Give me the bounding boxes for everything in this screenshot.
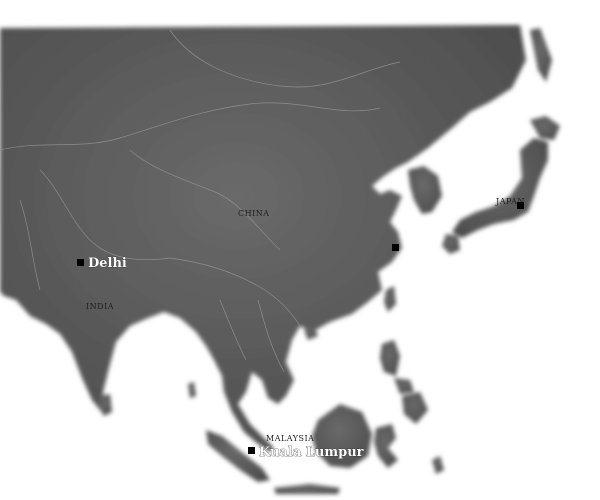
city-label-kuala-lumpur: Kuala Lumpur	[259, 445, 364, 460]
landmass	[0, 25, 560, 494]
country-label-china: CHINA	[238, 209, 270, 218]
philippines-luzon	[380, 340, 400, 376]
small-island	[432, 456, 444, 474]
philippines-mindanao	[402, 392, 428, 424]
small-island	[188, 382, 196, 398]
city-marker-kuala-lumpur	[248, 447, 255, 454]
city-marker-shanghai	[392, 244, 399, 251]
sakhalin	[530, 28, 552, 82]
japan-honshu	[452, 138, 548, 238]
city-label-delhi: Delhi	[88, 256, 127, 271]
borders	[0, 29, 401, 373]
sumatra	[206, 430, 270, 482]
sri-lanka	[98, 394, 112, 416]
borneo	[312, 404, 372, 468]
japan-hokkaido	[530, 116, 560, 140]
taiwan	[384, 286, 396, 312]
city-marker-tokyo	[517, 202, 524, 209]
java	[274, 484, 340, 494]
japan-kyushu	[442, 234, 460, 254]
country-label-malaysia: MALAYSIA	[266, 434, 314, 443]
asia-mainland	[0, 25, 526, 452]
hainan	[304, 326, 318, 340]
country-label-japan: JAPAN	[495, 197, 525, 206]
sulawesi	[374, 424, 398, 468]
korea	[408, 166, 442, 214]
country-label-india: INDIA	[86, 302, 114, 311]
city-marker-delhi	[77, 259, 84, 266]
philippines-visayas	[394, 378, 414, 394]
